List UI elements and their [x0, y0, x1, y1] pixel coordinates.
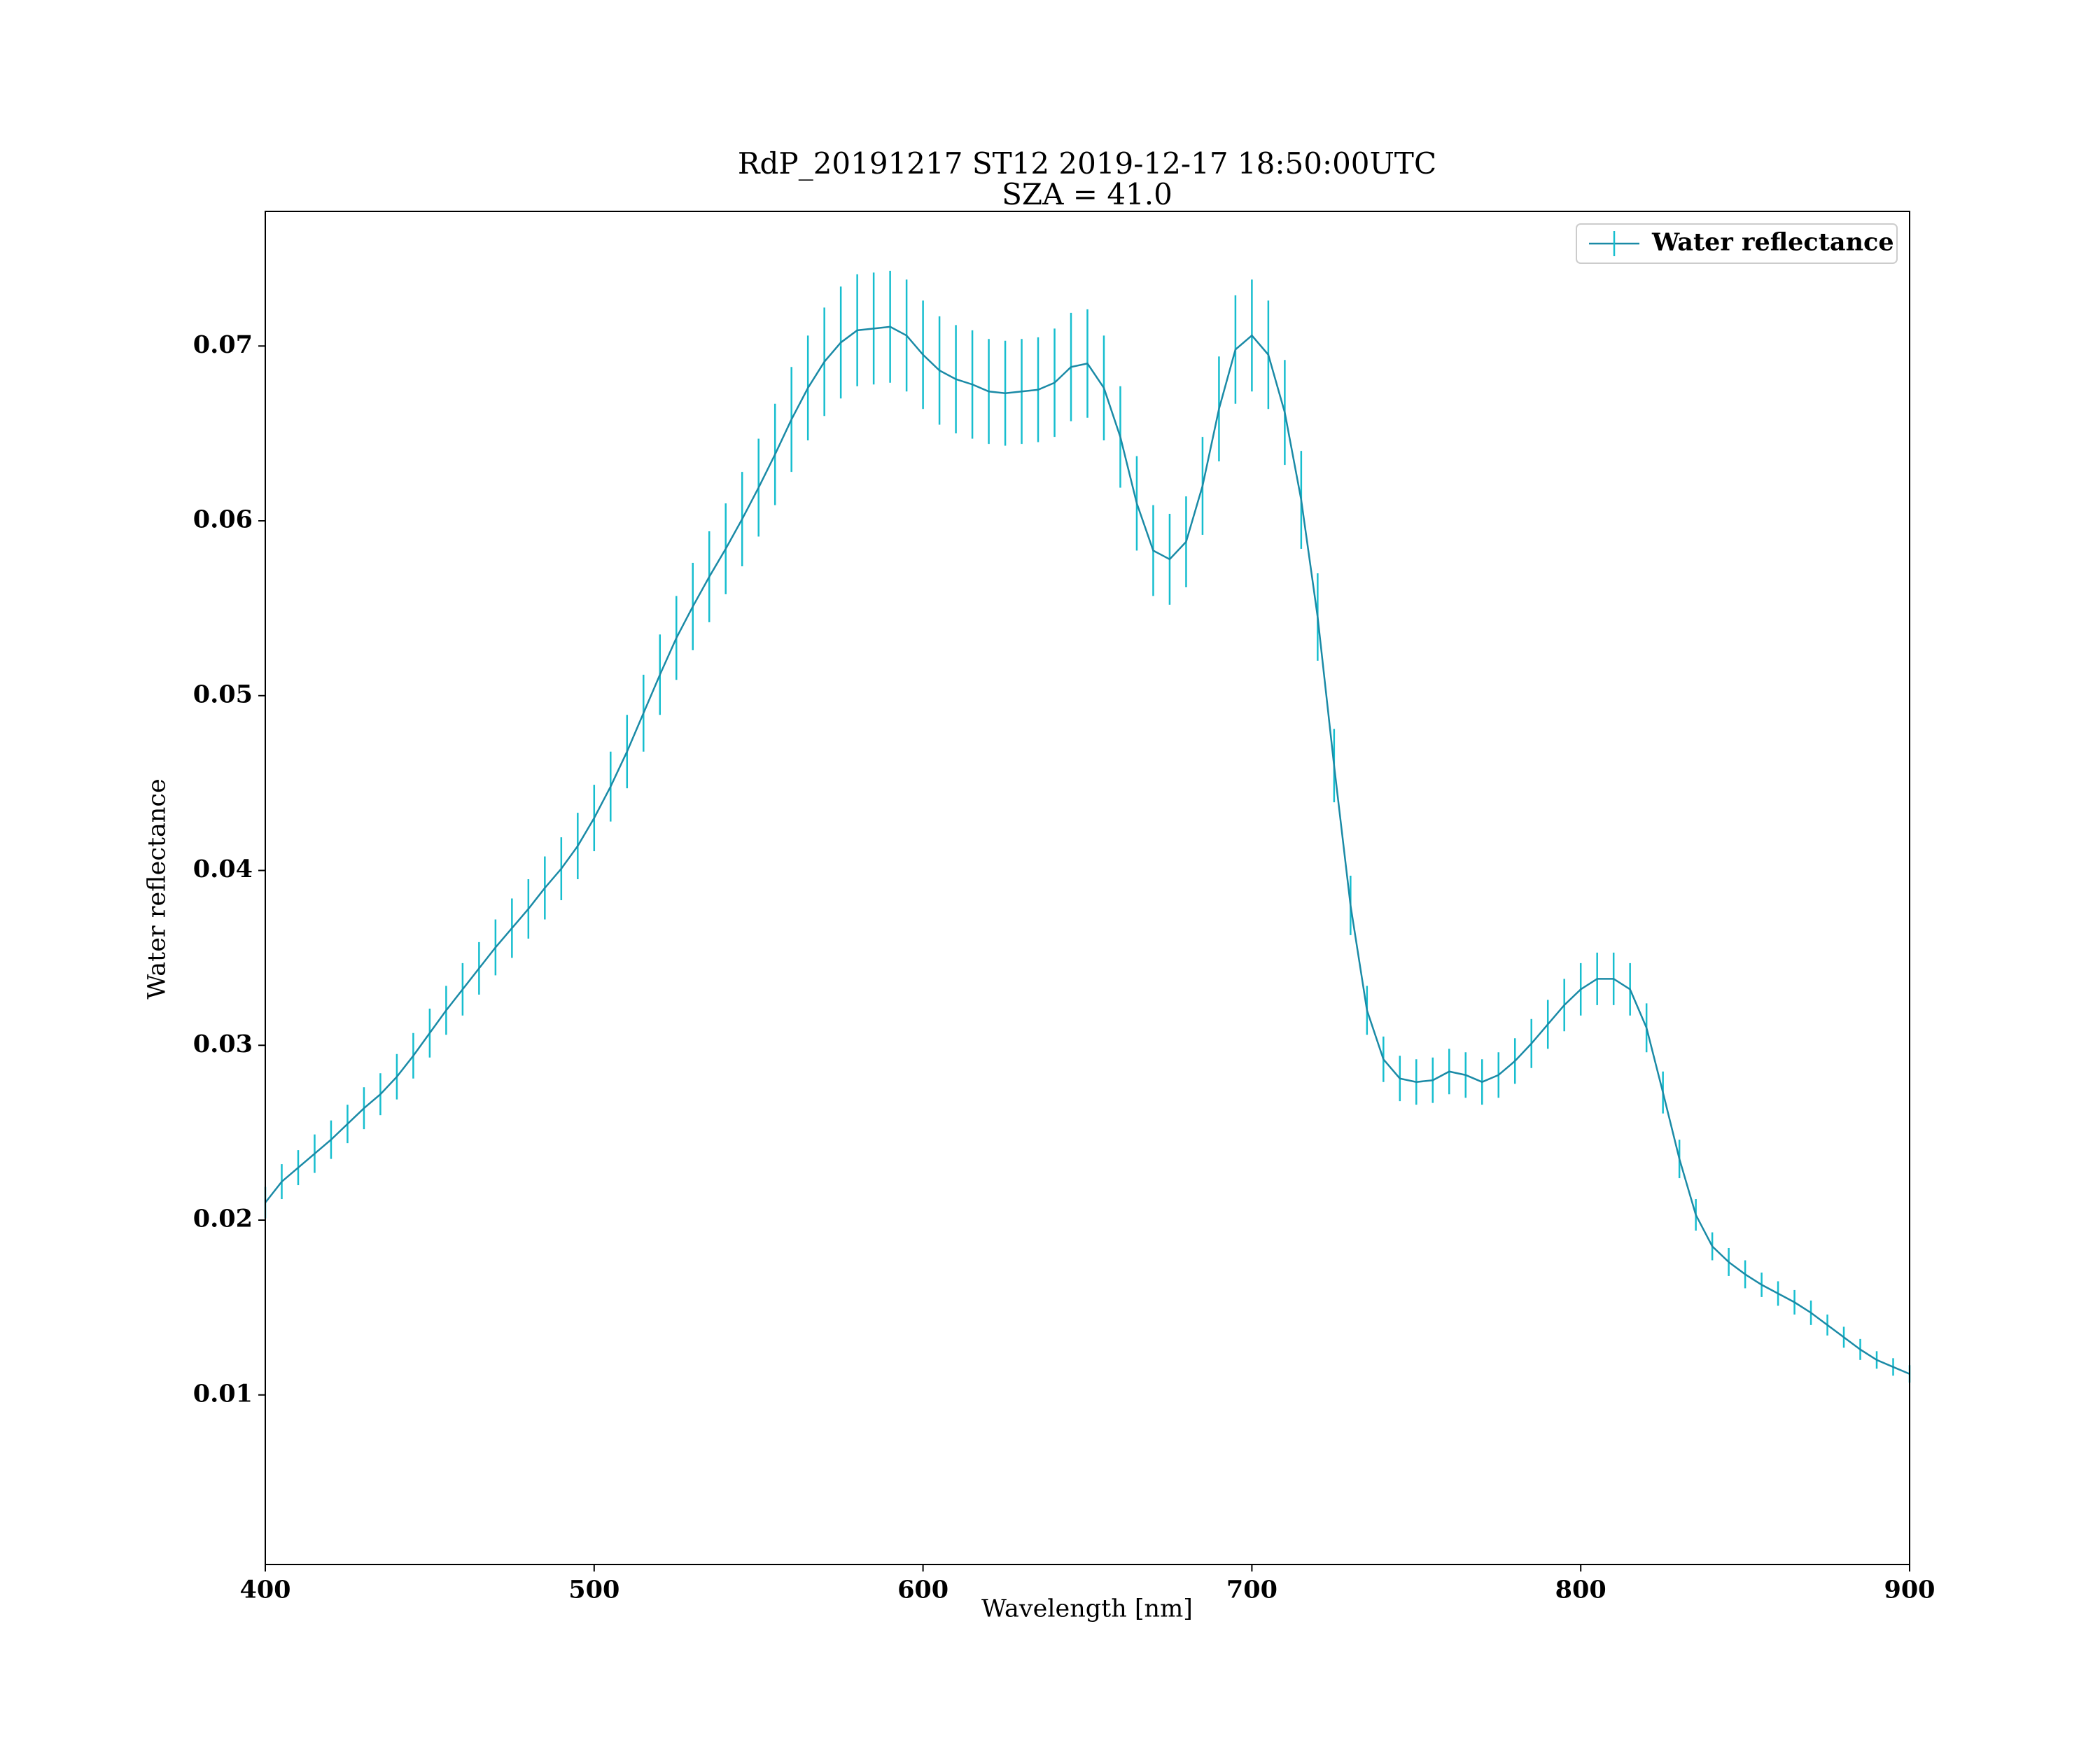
legend-box	[1576, 223, 1898, 264]
legend-label: Water reflectance	[1651, 228, 1894, 257]
x-axis-label: Wavelength [nm]	[981, 1595, 1193, 1623]
x-tick-label: 900	[1884, 1576, 1935, 1604]
y-tick-label: 0.03	[193, 1030, 253, 1058]
y-tick-label: 0.06	[193, 505, 253, 534]
x-tick-label: 400	[239, 1576, 290, 1604]
x-tick-label: 600	[897, 1576, 948, 1604]
y-tick-label: 0.04	[193, 855, 253, 883]
chart-title: RdP_20191217 ST12 2019-12-17 18:50:00UTC	[738, 146, 1436, 181]
x-tick-label: 700	[1226, 1576, 1278, 1604]
data-line	[265, 326, 1910, 1375]
y-tick-label: 0.02	[193, 1205, 253, 1233]
y-axis-label: Water reflectance	[144, 778, 172, 999]
x-tick-label: 500	[568, 1576, 620, 1604]
y-tick-label: 0.07	[193, 330, 253, 359]
chart-subtitle: SZA = 41.0	[1002, 177, 1172, 211]
plot-frame	[265, 211, 1910, 1565]
y-tick-label: 0.05	[193, 680, 253, 708]
x-tick-label: 800	[1555, 1576, 1606, 1604]
y-tick-label: 0.01	[193, 1379, 253, 1408]
